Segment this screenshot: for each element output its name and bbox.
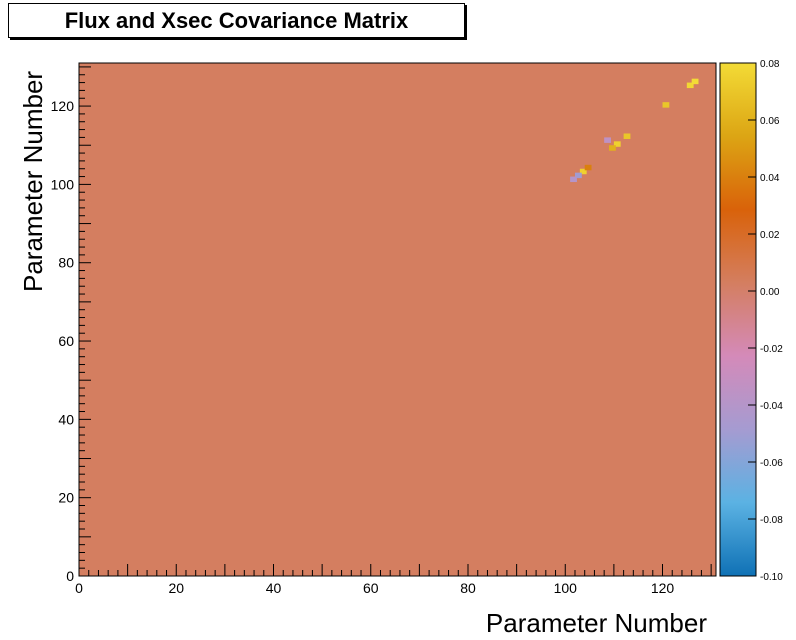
heatmap-cell <box>623 133 631 139</box>
colorbar-tick-label: 0.02 <box>760 230 780 241</box>
color-scale: 0.08 0.06 0.04 0.02 0.00 -0.02 -0.04 -0.06 -0.08… <box>719 59 783 583</box>
heatmap-cell <box>662 102 670 108</box>
colorbar-gradient <box>719 62 757 577</box>
y-tick-label: 120 <box>51 98 75 114</box>
heatmap-cell <box>579 168 587 175</box>
colorbar-tick-label: 0.00 <box>760 287 780 298</box>
heatmap-cell <box>613 141 621 147</box>
x-tick-label: 100 <box>554 580 578 596</box>
heatmap-cells <box>79 63 716 576</box>
chart-title: Flux and Xsec Covariance Matrix <box>64 7 409 33</box>
colorbar-tick-label: -0.10 <box>760 572 783 583</box>
colorbar-tick-label: 0.06 <box>760 116 780 127</box>
y-tick-label: 60 <box>58 333 74 349</box>
colorbar-tick-label: 0.04 <box>760 173 780 184</box>
x-tick-label: 120 <box>651 580 675 596</box>
y-tick-label: 100 <box>51 176 75 192</box>
x-tick-label: 20 <box>168 580 184 596</box>
heatmap-cell <box>609 145 616 151</box>
x-tick-label: 40 <box>266 580 282 596</box>
x-axis: 0 20 40 60 80 100 120 <box>75 564 712 596</box>
y-axis-label: Parameter Number <box>18 71 48 292</box>
y-tick-label: 80 <box>58 255 74 271</box>
x-tick-label: 0 <box>75 580 83 596</box>
colorbar-tick-label: 0.08 <box>760 59 780 70</box>
heatmap-cell <box>570 176 577 183</box>
y-tick-label: 0 <box>66 568 74 584</box>
colorbar-tick-label: -0.06 <box>760 458 783 469</box>
chart-title-box: Flux and Xsec Covariance Matrix <box>8 3 465 38</box>
colorbar-tick-label: -0.04 <box>760 401 783 412</box>
heatmap-cell <box>691 78 699 85</box>
x-tick-label: 60 <box>363 580 379 596</box>
heatmap-cell <box>574 172 582 179</box>
y-axis: 0 20 40 60 80 100 120 <box>51 66 91 584</box>
x-axis-label: Parameter Number <box>486 608 707 638</box>
heatmap-cell <box>686 82 694 89</box>
y-tick-label: 40 <box>58 411 74 427</box>
y-tick-label: 20 <box>58 490 74 506</box>
plot-frame <box>78 62 717 577</box>
colorbar-tick-label: -0.02 <box>760 344 783 355</box>
colorbar-tick-label: -0.08 <box>760 515 783 526</box>
heatmap-cell <box>604 137 611 143</box>
heatmap-background <box>79 63 716 576</box>
heatmap-cell <box>584 164 592 171</box>
x-tick-label: 80 <box>460 580 476 596</box>
